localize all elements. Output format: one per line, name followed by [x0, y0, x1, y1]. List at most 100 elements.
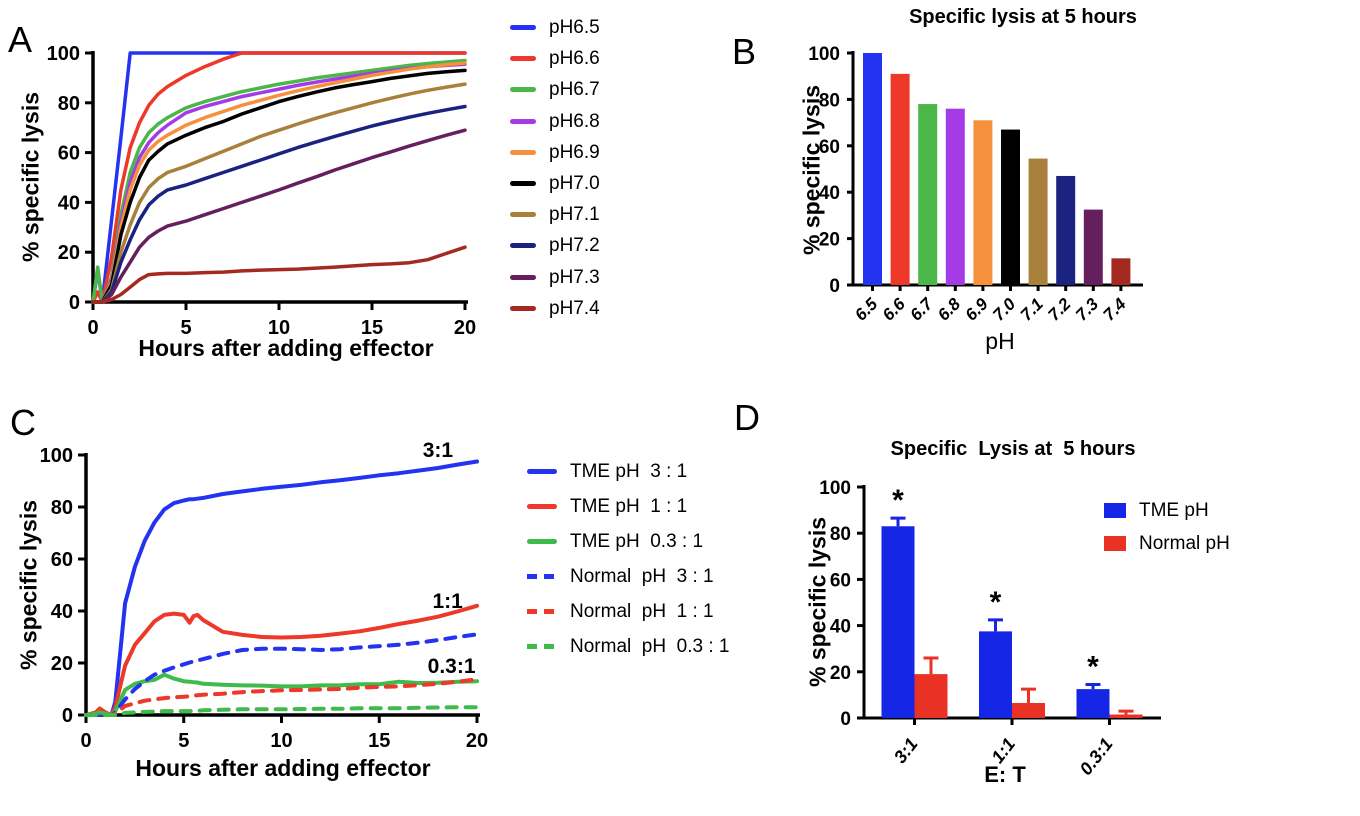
y-tick-label: 20 — [51, 653, 73, 675]
legend-label: pH7.1 — [549, 204, 600, 226]
y-tick-label: 0 — [840, 709, 851, 730]
legend-line-swatch — [510, 87, 536, 93]
legend-label: Normal pH — [1139, 533, 1230, 554]
chart-c-y-axis-title: % specific lysis — [15, 499, 42, 671]
series-line-pH7.0 — [91, 68, 467, 304]
y-tick-label: 20 — [830, 663, 851, 684]
legend-label: Normal pH 1 : 1 — [570, 601, 714, 622]
x-tick-label: 20 — [454, 317, 476, 339]
y-tick-label: 80 — [58, 93, 80, 115]
x-tick-label: 6.9 — [962, 294, 993, 325]
chart-c-x-axis-title: Hours after adding effector — [135, 755, 431, 781]
chart-b-title: Specific lysis at 5 hours — [909, 6, 1137, 28]
panel-d-letter: D — [734, 397, 760, 438]
bar-6.6 — [890, 73, 910, 285]
x-tick-label: 5 — [180, 317, 191, 339]
y-tick-label: 80 — [819, 90, 840, 111]
bar-Normal pH-3:1 — [914, 674, 948, 718]
y-tick-label: 40 — [58, 192, 80, 214]
chart-d-x-axis-title: E: T — [984, 762, 1026, 787]
significance-asterisk: * — [990, 586, 1002, 619]
error-bar — [1118, 709, 1134, 715]
chart-c-legend: TME pH 3 : 1 TME pH 1 : 1 TME pH 0.3 : 1 No… — [527, 454, 729, 664]
legend-color-box — [1104, 536, 1126, 551]
chart-a-x-axis-title: Hours after adding effector — [138, 335, 434, 361]
legend-label: pH7.4 — [549, 297, 600, 319]
x-tick-label: 6.6 — [879, 294, 910, 325]
x-tick-label: 0 — [80, 730, 91, 752]
y-tick-label: 60 — [58, 143, 80, 165]
legend-label: Normal pH 0.3 : 1 — [570, 636, 730, 657]
x-tick-label: 7.4 — [1100, 294, 1131, 325]
bar-TME pH-3:1 — [881, 526, 915, 718]
legend-item-tme-ph: TME pH — [1104, 494, 1230, 527]
curve-annotation: 1:1 — [432, 590, 463, 613]
x-tick-label: 6.8 — [934, 294, 965, 325]
legend-line-swatch — [510, 25, 536, 31]
y-tick-label: 60 — [819, 137, 840, 158]
x-tick-label: 6.7 — [906, 293, 937, 324]
y-tick-label: 40 — [819, 183, 840, 204]
legend-label: pH7.0 — [549, 173, 600, 195]
legend-item-ph6.9: pH6.9 — [510, 137, 600, 168]
series-line-pH7.4 — [91, 245, 467, 304]
panel-b-letter: B — [732, 31, 757, 72]
series-line-Normal pH 3 : 1 — [84, 632, 479, 717]
legend-label: TME pH 3 : 1 — [570, 461, 688, 482]
y-tick-label: 80 — [830, 524, 851, 545]
legend-item-normal-ph-3-:-1: Normal pH 3 : 1 — [527, 559, 729, 594]
x-tick-label: 15 — [368, 730, 390, 752]
y-tick-label: 0 — [62, 705, 73, 727]
chart-b-y-axis-title: % specific lysis — [798, 84, 825, 256]
legend-item-ph7.0: pH7.0 — [510, 168, 600, 199]
chart-c-canvas: 0 20 40 60 80 100 0 5 10 15 20 3:1 1:1 0.3:1 — [40, 439, 489, 752]
legend-item-normal-ph-1-:-1: Normal pH 1 : 1 — [527, 594, 729, 629]
legend-item-normal-ph: Normal pH — [1104, 527, 1230, 560]
legend-item-ph7.2: pH7.2 — [510, 230, 600, 261]
error-bar — [1021, 687, 1036, 703]
y-tick-label: 20 — [58, 242, 80, 264]
panel-a: A 0 20 40 60 80 100 0 5 10 15 20 % specific lysis … — [0, 0, 700, 398]
bar-6.7 — [918, 104, 938, 285]
curve-annotation: 3:1 — [423, 439, 454, 462]
legend-line-swatch — [510, 118, 536, 124]
bar-7.4 — [1111, 258, 1131, 285]
legend-line-swatch — [510, 212, 536, 218]
bar-7.2 — [1056, 175, 1076, 285]
x-tick-label: 3:1 — [890, 734, 922, 767]
legend-item-normal-ph-0.3-:-1: Normal pH 0.3 : 1 — [527, 629, 729, 664]
error-bar — [923, 656, 939, 675]
series-line-pH6.9 — [91, 61, 467, 304]
series-line-TME pH 3 : 1 — [84, 459, 479, 717]
legend-item-ph6.5: pH6.5 — [510, 12, 600, 43]
chart-b-canvas: 0 20 40 60 80 100 6.56.66.76.86.97.07.17.27.37… — [808, 44, 1143, 325]
legend-line-swatch — [510, 149, 536, 155]
legend-item-ph7.4: pH7.4 — [510, 293, 600, 324]
bar-6.8 — [945, 108, 965, 286]
y-tick-label: 100 — [808, 44, 840, 65]
panel-c-letter: C — [10, 402, 36, 443]
y-tick-label: 100 — [47, 43, 80, 65]
legend-dashed-line-swatch — [527, 644, 557, 649]
legend-line-swatch — [510, 243, 536, 249]
series-line-pH7.1 — [91, 82, 467, 304]
legend-label: Normal pH 3 : 1 — [570, 566, 714, 587]
panel-a-letter: A — [8, 19, 33, 60]
y-tick-label: 60 — [830, 570, 851, 591]
legend-item-ph7.3: pH7.3 — [510, 262, 600, 293]
error-bar — [890, 516, 906, 527]
significance-asterisk: * — [892, 484, 904, 517]
legend-item-ph6.6: pH6.6 — [510, 43, 600, 74]
x-tick-label: 10 — [268, 317, 290, 339]
chart-d-title: Specific Lysis at 5 hours — [890, 438, 1136, 460]
y-tick-label: 100 — [40, 445, 73, 467]
bar-Normal pH-1:1 — [1012, 702, 1045, 718]
chart-d-y-axis-title: % specific lysis — [804, 516, 831, 688]
bar-TME pH-0.3:1 — [1076, 689, 1110, 718]
x-tick-label: 7.0 — [989, 294, 1020, 325]
chart-a-canvas: 0 20 40 60 80 100 0 5 10 15 20 — [47, 43, 477, 339]
chart-b-x-axis-title: pH — [985, 328, 1015, 354]
bar-7.1 — [1028, 158, 1048, 285]
legend-color-box — [1104, 503, 1126, 518]
chart-a-y-axis-title: % specific lysis — [17, 91, 44, 263]
